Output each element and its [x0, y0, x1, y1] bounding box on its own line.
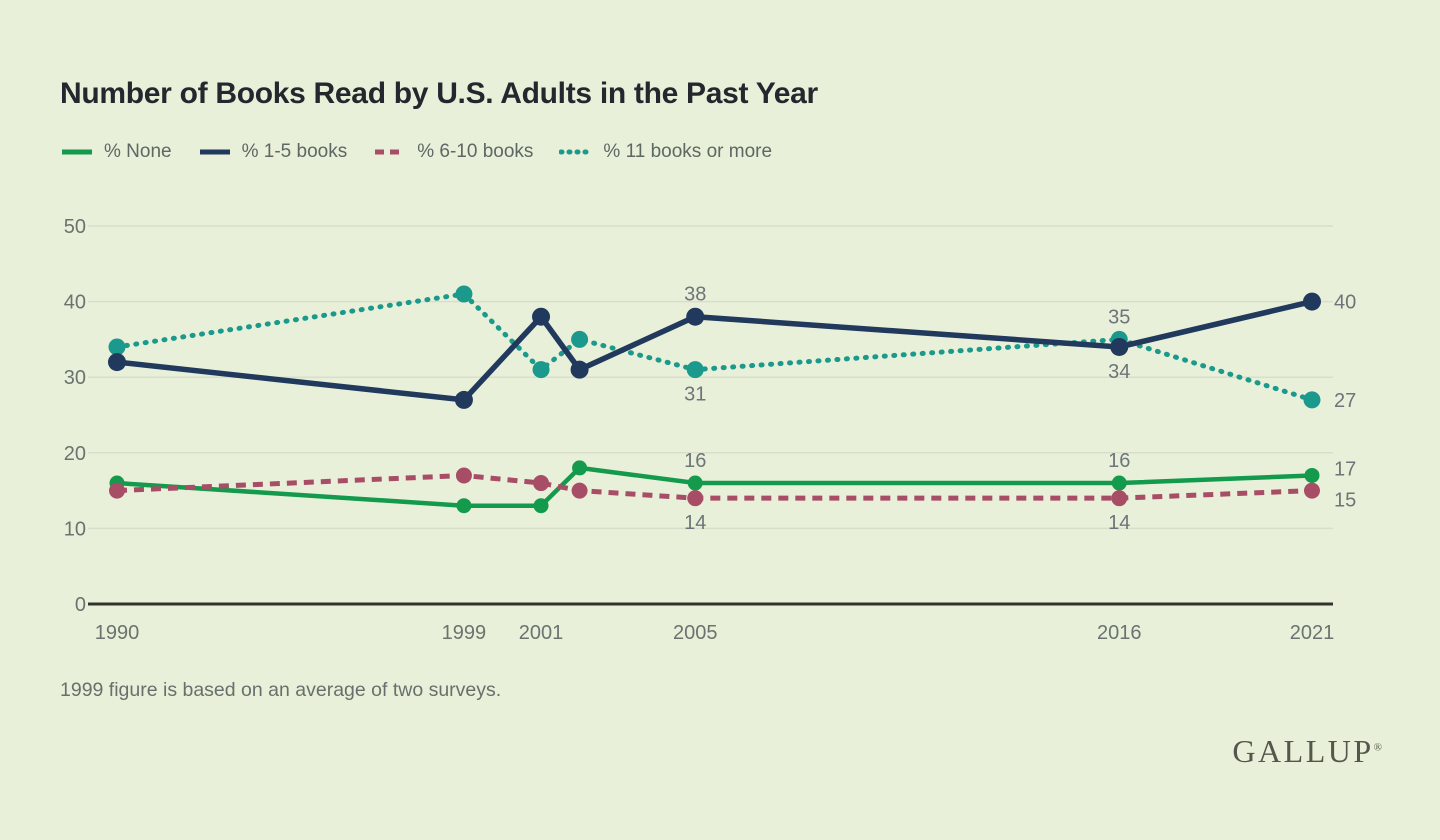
- x-axis-tick-label: 2001: [519, 622, 564, 644]
- line-swatch-dashed-icon: [375, 149, 406, 155]
- gallup-logo-text: GALLUP: [1232, 733, 1374, 769]
- point-label-pct-6-10-books-2016: 14: [1108, 512, 1130, 534]
- data-point-pct-none-1999[interactable]: [456, 498, 472, 514]
- x-axis-tick-label: 1990: [95, 622, 140, 644]
- y-axis-tick-label: 20: [64, 443, 86, 465]
- data-point-pct-1-5-books-2002[interactable]: [570, 360, 589, 379]
- legend-label: % 6-10 books: [417, 141, 534, 162]
- y-axis-tick-label: 30: [64, 367, 86, 389]
- point-label-pct-6-10-books-2021: 15: [1334, 490, 1356, 512]
- gallup-logo: GALLUP®: [1232, 733, 1382, 770]
- data-point-pct-none-2002[interactable]: [572, 460, 588, 476]
- chart-legend: % None % 1-5 books % 6-10 books % 11 boo…: [60, 141, 772, 163]
- data-point-pct-11-books-or-more-2021[interactable]: [1303, 391, 1321, 409]
- point-label-pct-6-10-books-2005: 14: [684, 512, 706, 534]
- point-label-pct-none-2005: 16: [684, 450, 706, 472]
- data-point-pct-6-10-books-2001[interactable]: [533, 475, 550, 492]
- legend-item-pct-6-10-books[interactable]: % 6-10 books: [373, 141, 533, 163]
- data-point-pct-6-10-books-2021[interactable]: [1303, 482, 1320, 499]
- data-point-pct-1-5-books-1990[interactable]: [108, 353, 126, 372]
- registered-trademark-icon: ®: [1373, 741, 1382, 754]
- data-point-pct-6-10-books-2005[interactable]: [687, 490, 704, 507]
- data-point-pct-1-5-books-2021[interactable]: [1302, 292, 1321, 311]
- point-label-pct-1-5-books-2005: 38: [684, 284, 706, 306]
- x-axis-tick-label: 2005: [673, 622, 718, 644]
- data-point-pct-6-10-books-1990[interactable]: [109, 482, 125, 499]
- data-point-pct-6-10-books-1999[interactable]: [455, 467, 472, 484]
- chart-footnote: 1999 figure is based on an average of tw…: [60, 679, 502, 701]
- legend-label: % 11 books or more: [603, 141, 773, 162]
- y-axis-tick-label: 0: [75, 594, 86, 616]
- data-point-pct-1-5-books-1999[interactable]: [454, 390, 473, 409]
- line-swatch-solid-icon: [199, 149, 230, 155]
- data-point-pct-6-10-books-2016[interactable]: [1111, 490, 1128, 507]
- data-point-pct-11-books-or-more-2001[interactable]: [532, 361, 550, 379]
- data-point-pct-1-5-books-2001[interactable]: [532, 307, 551, 326]
- data-point-pct-none-2001[interactable]: [533, 498, 549, 514]
- point-label-pct-11-books-or-more-2021: 27: [1334, 390, 1356, 412]
- point-label-pct-none-2021: 17: [1334, 458, 1356, 480]
- line-swatch-dotted-icon: [559, 149, 594, 155]
- y-axis-tick-label: 50: [64, 216, 86, 238]
- y-axis-tick-label: 40: [64, 292, 86, 314]
- point-label-pct-11-books-or-more-2005: 31: [684, 384, 706, 406]
- x-axis-tick-label: 2016: [1097, 622, 1142, 644]
- legend-label: % None: [104, 141, 172, 162]
- data-point-pct-11-books-or-more-2005[interactable]: [686, 361, 704, 379]
- y-axis-tick-label: 10: [64, 518, 86, 540]
- point-label-pct-11-books-or-more-2016: 35: [1108, 306, 1130, 328]
- point-label-pct-1-5-books-2016: 34: [1108, 361, 1130, 383]
- data-point-pct-none-2021[interactable]: [1304, 467, 1320, 483]
- point-label-pct-1-5-books-2021: 40: [1334, 292, 1356, 314]
- data-point-pct-6-10-books-2002[interactable]: [571, 482, 588, 499]
- legend-item-pct-none[interactable]: % None: [60, 141, 172, 163]
- x-axis-tick-label: 2021: [1290, 622, 1335, 644]
- page-title: Number of Books Read by U.S. Adults in t…: [60, 77, 818, 111]
- legend-item-pct-11-books-or-more[interactable]: % 11 books or more: [559, 141, 772, 163]
- series-line-pct-1-5-books: [116, 298, 1313, 403]
- data-point-pct-none-2005[interactable]: [687, 475, 703, 491]
- legend-item-pct-1-5-books[interactable]: % 1-5 books: [198, 141, 348, 163]
- point-label-pct-none-2016: 16: [1108, 450, 1130, 472]
- legend-label: % 1-5 books: [241, 141, 348, 162]
- line-swatch-solid-icon: [62, 149, 92, 155]
- data-point-pct-1-5-books-2005[interactable]: [686, 307, 705, 326]
- data-point-pct-11-books-or-more-1990[interactable]: [108, 338, 126, 356]
- data-point-pct-none-2016[interactable]: [1111, 475, 1127, 491]
- x-axis-tick-label: 1999: [442, 622, 487, 644]
- data-point-pct-1-5-books-2016[interactable]: [1110, 337, 1129, 356]
- data-point-pct-11-books-or-more-2002[interactable]: [571, 330, 589, 348]
- data-point-pct-11-books-or-more-1999[interactable]: [455, 285, 473, 303]
